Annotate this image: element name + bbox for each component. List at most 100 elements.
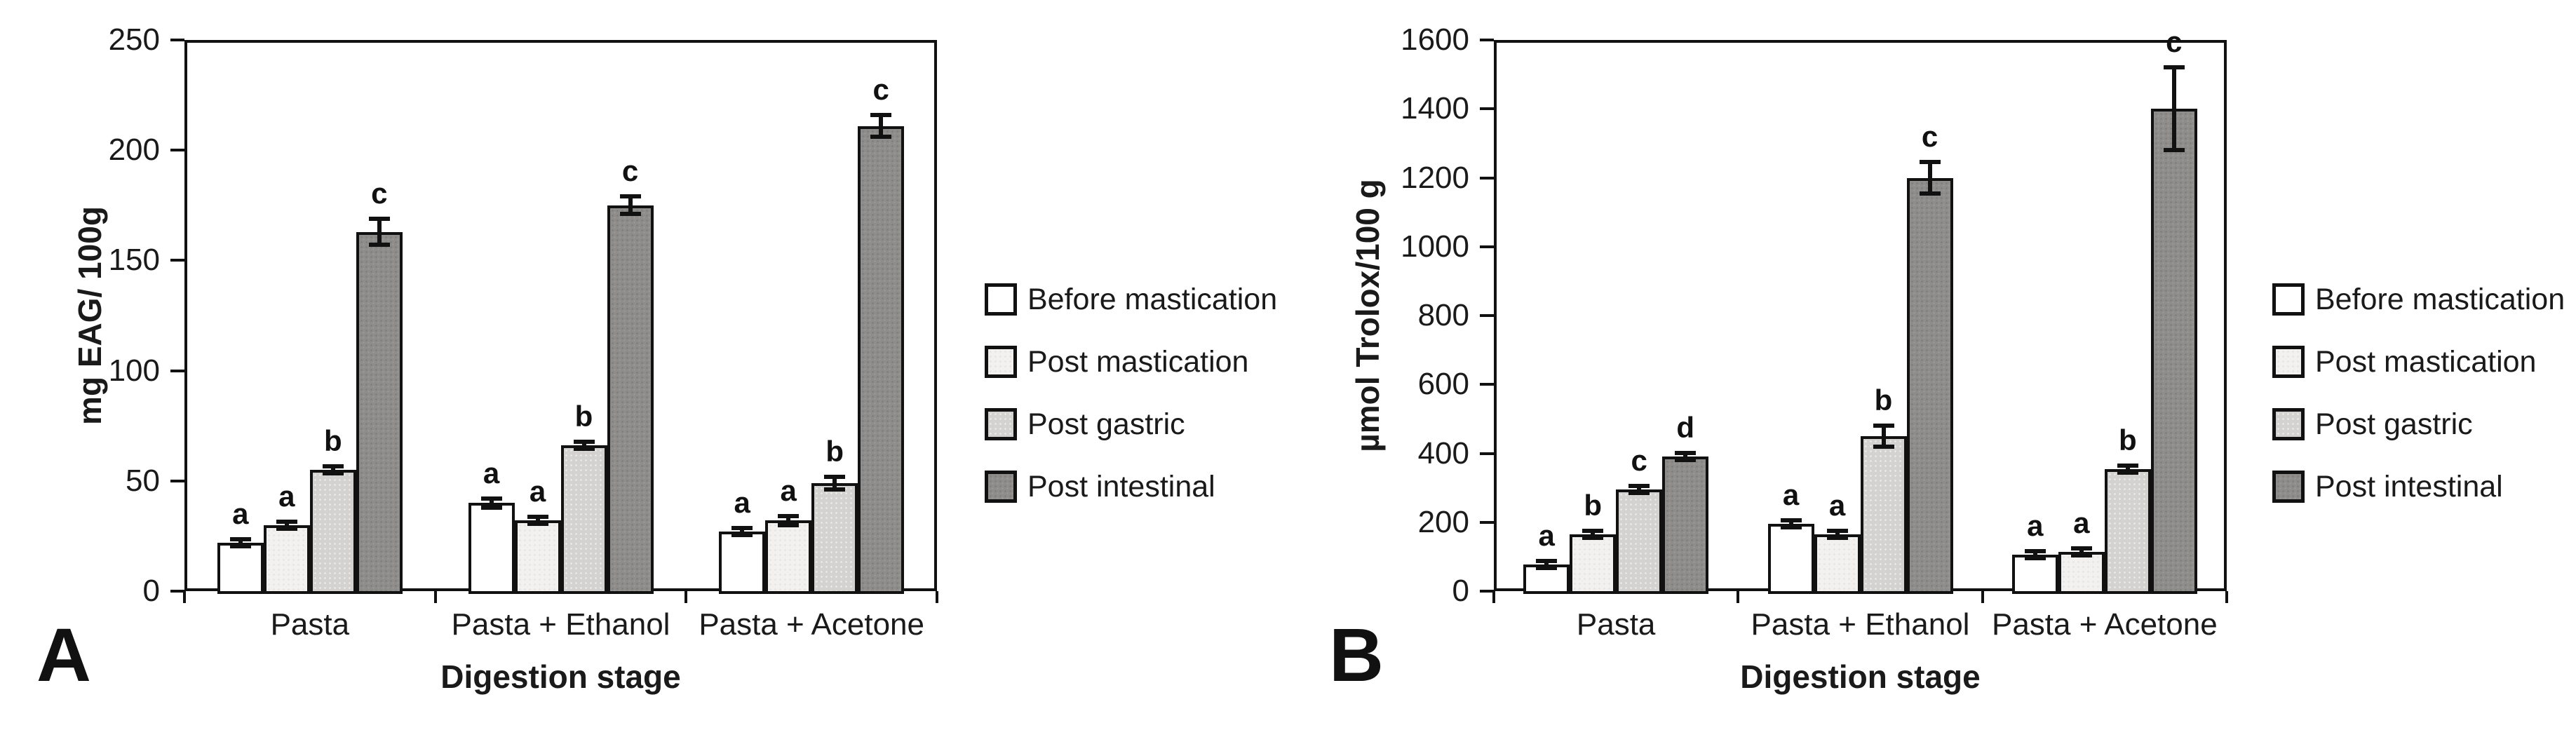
error-bar xyxy=(2032,551,2037,559)
y-tick-mark xyxy=(170,149,184,152)
legend-swatch xyxy=(985,471,1017,503)
legend-label: Before mastication xyxy=(2315,283,2565,316)
x-category-label: Pasta + Ethanol xyxy=(1751,607,1970,642)
y-tick-mark xyxy=(1480,176,1494,180)
legend-label: Post gastric xyxy=(2315,407,2473,441)
error-bar xyxy=(489,498,494,508)
legend-item: Post gastric xyxy=(985,407,1185,442)
x-tick-mark xyxy=(1492,591,1495,603)
significance-letter: a xyxy=(1782,478,1800,512)
y-tick-label: 800 xyxy=(1417,298,1469,332)
bar xyxy=(765,520,812,594)
error-bar-cap xyxy=(322,464,344,469)
y-axis-title-panel-a: mg EAG/ 100g xyxy=(72,206,108,425)
error-bar-cap xyxy=(480,496,502,501)
legend-label: Post mastication xyxy=(2315,345,2537,379)
y-tick-mark xyxy=(1480,107,1494,111)
error-bar-cap xyxy=(1873,424,1894,428)
significance-letter: b xyxy=(2119,423,2137,457)
error-bar-cap xyxy=(573,440,595,445)
bar xyxy=(309,470,356,594)
legend-item: Post intestinal xyxy=(985,469,1215,504)
significance-letter: a xyxy=(2027,509,2044,543)
y-tick-label: 150 xyxy=(108,243,160,278)
significance-letter: c xyxy=(2166,25,2183,59)
error-bar xyxy=(535,517,540,525)
x-tick-mark xyxy=(1981,591,1984,603)
significance-letter: c xyxy=(872,72,889,106)
legend-label: Post intestinal xyxy=(1027,470,1215,503)
legend-swatch xyxy=(2272,471,2305,503)
significance-letter: a xyxy=(483,456,500,489)
error-bar-cap xyxy=(824,474,846,479)
error-bar-cap xyxy=(1536,565,1558,570)
y-tick-mark xyxy=(1480,383,1494,386)
error-bar-cap xyxy=(1582,535,1604,540)
y-tick-label: 0 xyxy=(142,574,160,608)
significance-letter: b xyxy=(574,400,593,433)
y-tick-label: 100 xyxy=(108,353,160,388)
error-bar-cap xyxy=(527,515,548,520)
error-bar xyxy=(1835,530,1840,538)
error-bar-cap xyxy=(1675,451,1697,456)
legend-swatch xyxy=(985,408,1017,440)
error-bar-cap xyxy=(1582,528,1604,533)
bar xyxy=(560,445,607,594)
significance-letter: a xyxy=(529,475,546,508)
legend-item: Post mastication xyxy=(985,344,1248,379)
error-bar-cap xyxy=(2070,553,2092,557)
error-bar-cap xyxy=(1826,535,1848,540)
bar xyxy=(514,520,561,594)
error-bar xyxy=(284,521,289,529)
legend-item: Post mastication xyxy=(2272,344,2536,379)
bar xyxy=(607,205,654,594)
significance-letter: a xyxy=(1828,488,1846,522)
error-bar xyxy=(740,528,745,536)
significance-letter: b xyxy=(825,434,844,468)
error-bar-cap xyxy=(778,514,800,519)
error-bar xyxy=(238,539,243,546)
legend-swatch xyxy=(2272,283,2305,316)
error-bar-cap xyxy=(870,112,892,117)
error-bar-cap xyxy=(276,519,297,524)
bar xyxy=(217,542,264,594)
x-tick-mark xyxy=(1737,591,1740,603)
x-axis-title-panel-b: Digestion stage xyxy=(1740,658,1981,695)
x-axis-title-panel-a: Digestion stage xyxy=(440,658,681,695)
error-bar xyxy=(1927,162,1932,194)
error-bar-cap xyxy=(1826,528,1848,533)
bar xyxy=(1906,177,1953,594)
y-tick-mark xyxy=(170,479,184,482)
significance-letter: d xyxy=(1676,411,1694,445)
error-bar-cap xyxy=(1536,558,1558,563)
y-tick-label: 600 xyxy=(1417,367,1469,402)
legend-item: Post intestinal xyxy=(2272,469,2503,504)
legend-label: Post intestinal xyxy=(2315,470,2503,503)
y-tick-label: 250 xyxy=(108,22,160,57)
panel-label-b: B xyxy=(1329,612,1384,697)
significance-letter: b xyxy=(1584,488,1602,522)
error-bar-cap xyxy=(1919,191,1941,196)
bar xyxy=(2104,468,2151,594)
y-tick-label: 200 xyxy=(108,133,160,168)
bar xyxy=(2058,551,2105,594)
bar xyxy=(1662,457,1709,594)
bar xyxy=(1767,524,1814,594)
significance-letter: a xyxy=(2073,506,2090,539)
bar xyxy=(1616,489,1663,594)
bar xyxy=(719,532,766,594)
error-bar xyxy=(2171,67,2176,151)
error-bar xyxy=(1637,486,1642,494)
legend-label: Before mastication xyxy=(1027,283,1278,316)
legend-item: Post gastric xyxy=(2272,407,2473,442)
significance-letter: c xyxy=(621,154,639,188)
error-bar xyxy=(1683,453,1688,461)
x-category-label: Pasta + Acetone xyxy=(699,607,924,642)
y-tick-mark xyxy=(1480,452,1494,455)
error-bar-cap xyxy=(731,526,753,531)
bar xyxy=(263,525,310,594)
error-bar-cap xyxy=(870,135,892,140)
y-tick-label: 200 xyxy=(1417,504,1469,539)
bar xyxy=(2150,109,2197,594)
